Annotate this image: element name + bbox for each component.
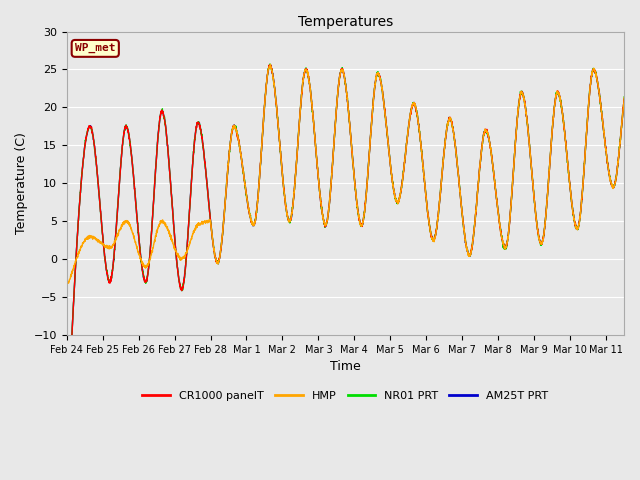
- Text: WP_met: WP_met: [75, 43, 115, 53]
- X-axis label: Time: Time: [330, 360, 361, 373]
- Y-axis label: Temperature (C): Temperature (C): [15, 132, 28, 234]
- Title: Temperatures: Temperatures: [298, 15, 393, 29]
- Legend: CR1000 panelT, HMP, NR01 PRT, AM25T PRT: CR1000 panelT, HMP, NR01 PRT, AM25T PRT: [138, 386, 553, 405]
